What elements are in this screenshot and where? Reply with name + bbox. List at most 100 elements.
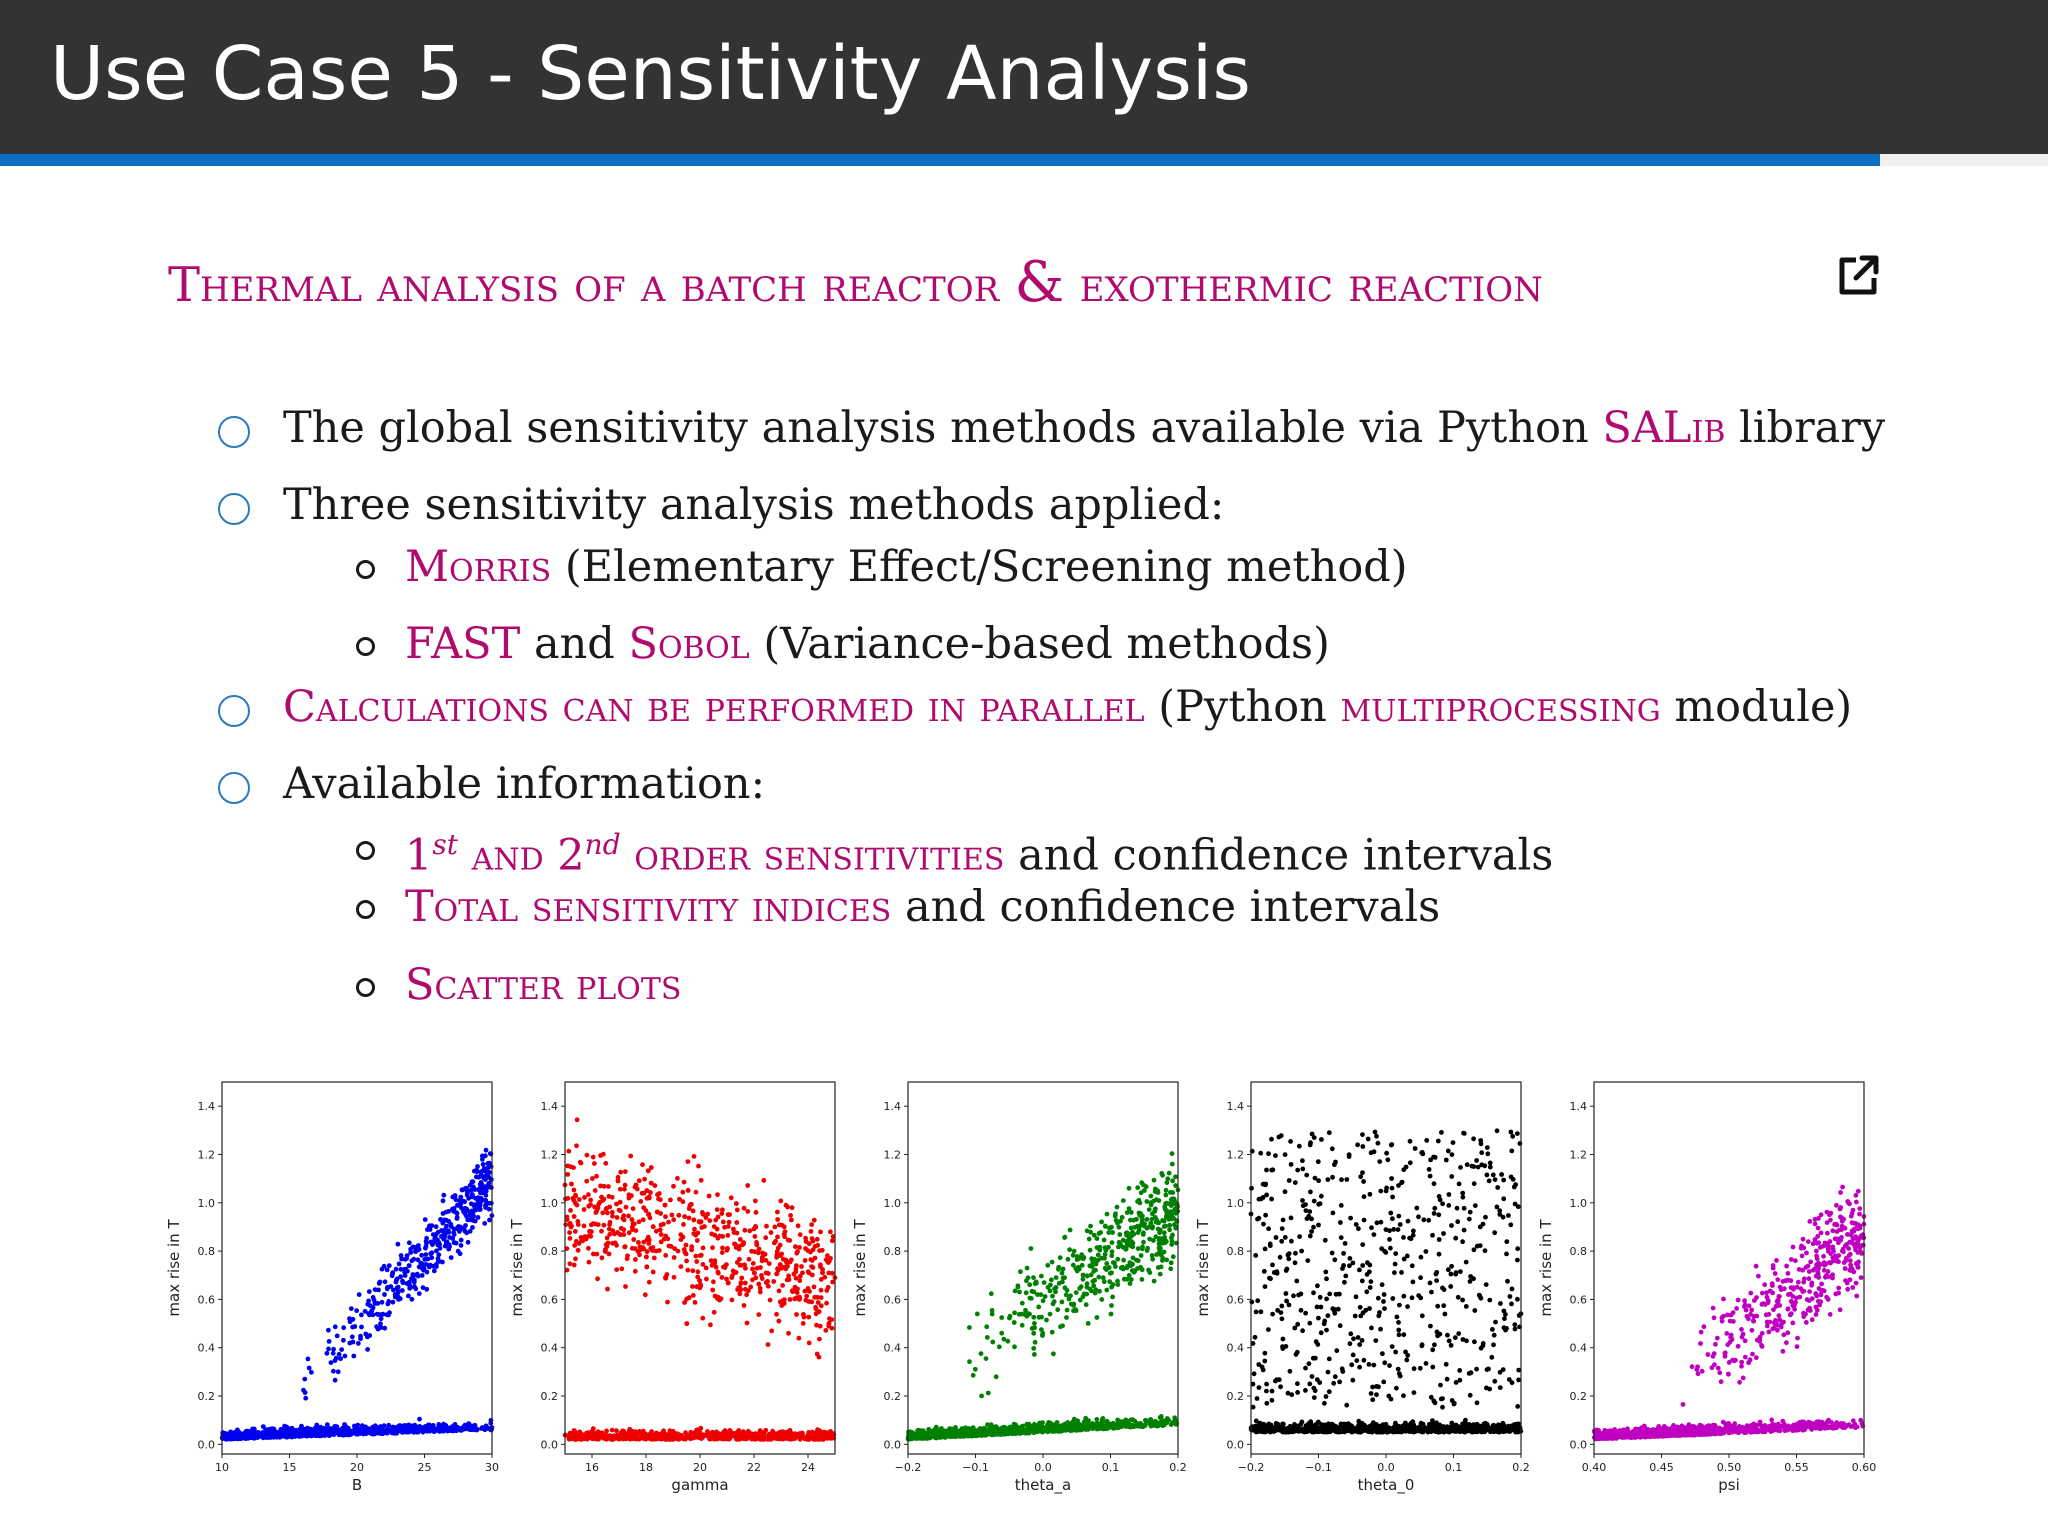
scatter-point — [958, 1431, 964, 1437]
scatter-point — [726, 1219, 732, 1225]
scatter-point — [711, 1279, 716, 1285]
scatter-point — [720, 1207, 725, 1213]
scatter-point — [984, 1324, 990, 1330]
scatter-point — [436, 1252, 442, 1258]
scatter-point — [794, 1312, 799, 1317]
scatter-point — [655, 1192, 660, 1198]
scatter-point — [600, 1151, 606, 1157]
scatter-point — [448, 1255, 454, 1260]
scatter-point — [1126, 1185, 1132, 1191]
scatter-point — [1071, 1248, 1077, 1254]
scatter-point — [1482, 1248, 1488, 1254]
scatter-point — [1073, 1290, 1079, 1295]
scatter-point — [1326, 1356, 1332, 1362]
scatter-point — [1508, 1174, 1514, 1180]
first-order-sup: st — [432, 828, 458, 861]
scatter-point — [1118, 1265, 1124, 1271]
scatter-point — [326, 1346, 331, 1352]
scatter-point — [230, 1434, 235, 1440]
scatter-point — [619, 1266, 625, 1272]
scatter-point — [1456, 1181, 1462, 1187]
external-link-icon[interactable] — [1834, 252, 1882, 300]
scatter-point — [303, 1395, 309, 1401]
scatter-point — [251, 1434, 256, 1440]
scatter-point — [1393, 1349, 1398, 1355]
scatter-point — [813, 1311, 819, 1317]
scatter-point — [1087, 1263, 1093, 1269]
bullet-text: The global sensitivity analysis methods … — [283, 403, 1603, 453]
scatter-point — [733, 1201, 739, 1206]
scatter-point — [607, 1204, 613, 1210]
scatter-point — [1164, 1180, 1170, 1185]
scatter-point — [1081, 1425, 1087, 1431]
scatter-point — [1512, 1322, 1518, 1327]
scatter-point — [362, 1308, 368, 1314]
y-tick-label: 0.4 — [198, 1342, 216, 1355]
scatter-point — [982, 1430, 988, 1435]
scatter-point — [811, 1284, 817, 1290]
scatter-point — [826, 1270, 832, 1276]
scatter-point — [423, 1252, 429, 1257]
scatter-point — [818, 1287, 824, 1293]
scatter-point — [625, 1253, 630, 1259]
scatter-point — [1151, 1198, 1156, 1204]
scatter-point — [1293, 1250, 1298, 1256]
salib-link[interactable]: SALib — [1602, 403, 1726, 453]
scatter-point — [454, 1428, 459, 1434]
scatter-point — [1289, 1238, 1294, 1244]
scatter-point — [691, 1154, 697, 1159]
scatter-point — [452, 1193, 458, 1198]
scatter-plot-theta_a: 0.0 0.2 0.4 0.6 0.8 1.0 1.2 1.4 −0.2 −0.1 0.0 0.1 0.… — [851, 1081, 1187, 1495]
scatter-point — [1102, 1223, 1108, 1229]
scatter-point — [1050, 1301, 1056, 1307]
scatter-point — [607, 1222, 612, 1227]
scatter-point — [1370, 1384, 1375, 1390]
scatter-point — [1295, 1390, 1300, 1395]
scatter-point — [458, 1237, 464, 1243]
scatter-point — [447, 1235, 452, 1240]
scatter-point — [437, 1429, 443, 1434]
scatter-point — [1031, 1275, 1036, 1280]
scatter-point — [799, 1264, 804, 1269]
scatter-point — [1149, 1253, 1155, 1258]
scatter-point — [775, 1217, 780, 1222]
scatter-point — [1023, 1307, 1028, 1313]
scatter-point — [1471, 1164, 1477, 1169]
scatter-point — [394, 1286, 400, 1292]
scatter-point — [305, 1356, 311, 1362]
scatter-point — [1091, 1425, 1096, 1431]
scatter-point — [1077, 1255, 1082, 1261]
scatter-point — [1296, 1143, 1302, 1149]
scatter-point — [823, 1328, 829, 1333]
scatter-point — [646, 1211, 652, 1217]
scatter-point — [1027, 1295, 1033, 1301]
scatter-point — [1262, 1284, 1268, 1289]
y-tick-label: 0.8 — [884, 1245, 902, 1258]
scatter-point — [740, 1434, 745, 1440]
scatter-point — [326, 1339, 332, 1344]
scatter-point — [1387, 1237, 1392, 1242]
scatter-point — [626, 1213, 631, 1219]
scatter-point — [1102, 1255, 1107, 1261]
scatter-point — [463, 1223, 468, 1228]
scatter-point — [700, 1245, 706, 1251]
scatter-point — [1393, 1251, 1399, 1256]
scatter-point — [775, 1234, 780, 1240]
scatter-point — [1109, 1249, 1115, 1255]
scatter-point — [1096, 1274, 1102, 1280]
scatter-point — [347, 1319, 353, 1325]
scatter-point — [1134, 1423, 1139, 1429]
scatter-point — [685, 1434, 691, 1440]
scatter-point — [1067, 1422, 1073, 1427]
scatter-point — [812, 1294, 818, 1300]
scatter-point — [623, 1284, 628, 1289]
scatter-point — [1448, 1343, 1454, 1348]
scatter-point — [571, 1262, 577, 1268]
scatter-point — [1487, 1160, 1493, 1166]
scatter-point — [1388, 1210, 1394, 1216]
scatter-point — [609, 1209, 615, 1215]
scatter-point — [622, 1244, 628, 1250]
y-tick-label: 0.8 — [541, 1245, 559, 1258]
scatter-point — [1019, 1322, 1025, 1328]
scatter-point — [675, 1176, 680, 1181]
